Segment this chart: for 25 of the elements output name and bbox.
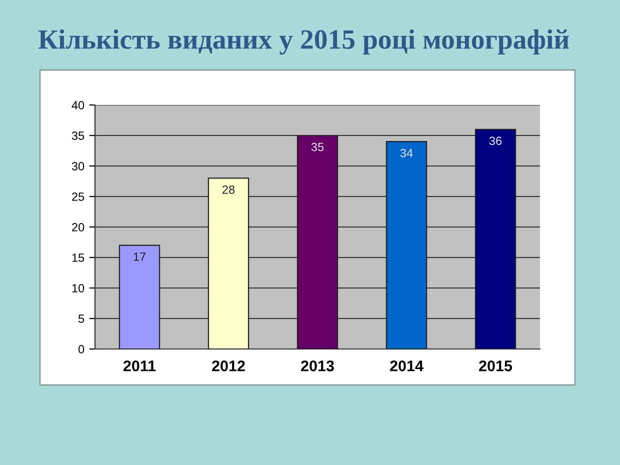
- y-tick-label: 30: [72, 162, 84, 170]
- data-label: 34: [400, 148, 413, 158]
- y-tick-label: 5: [78, 314, 84, 323]
- data-label: 36: [489, 136, 502, 146]
- y-tick-label: 35: [72, 132, 84, 140]
- data-label: 35: [311, 142, 324, 152]
- y-tick-label: 15: [72, 254, 84, 262]
- bar: [474, 128, 516, 349]
- bar: [386, 141, 428, 349]
- y-tick-label: 40: [72, 101, 84, 110]
- x-tick-label: 2014: [390, 360, 424, 372]
- y-tick-label: 20: [72, 223, 84, 232]
- x-tick-label: 2012: [212, 360, 245, 372]
- data-label: 28: [222, 185, 235, 194]
- x-tick-label: 2013: [301, 360, 334, 372]
- bar: [296, 134, 338, 349]
- bar: [208, 178, 250, 349]
- bar: [118, 244, 160, 349]
- data-label: 17: [134, 252, 146, 261]
- x-tick-label: 2011: [123, 360, 156, 372]
- y-tick-label: 25: [72, 192, 84, 201]
- y-tick-label: 10: [72, 284, 84, 292]
- chart-title: Кількість виданих у 2015 році монографій: [38, 29, 569, 55]
- y-tick-label: 0: [78, 345, 84, 354]
- x-tick-label: 2015: [479, 360, 512, 372]
